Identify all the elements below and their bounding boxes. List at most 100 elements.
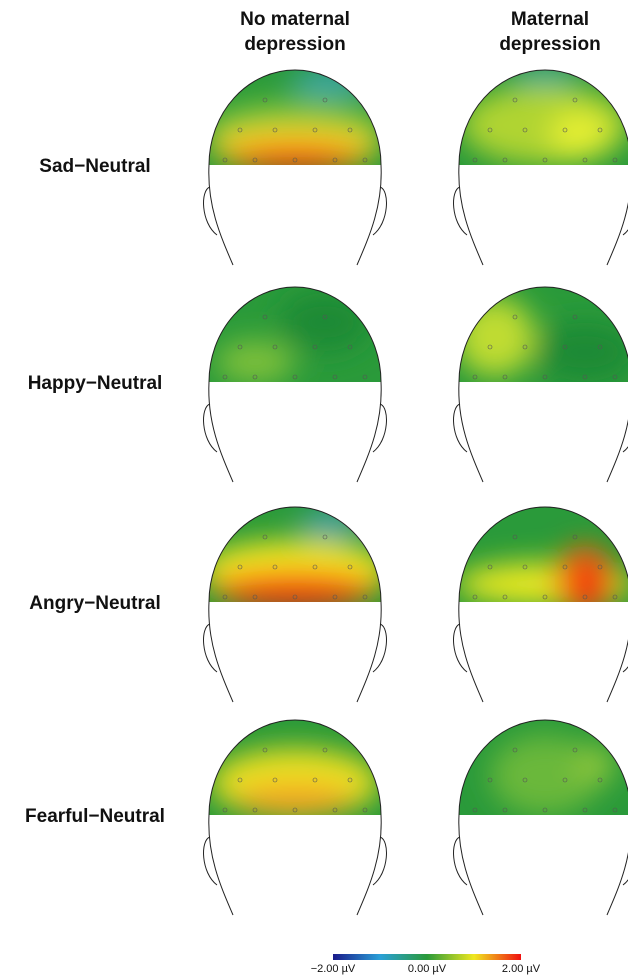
head-outline [458, 69, 628, 166]
electrode [347, 777, 353, 783]
ear-outline [622, 446, 628, 453]
electrode [322, 97, 328, 103]
electrode [272, 777, 278, 783]
electrode [582, 374, 588, 380]
electrode [237, 564, 243, 570]
ear-outline [203, 186, 218, 236]
row-label: Happy−Neutral [28, 373, 163, 394]
row-label: Sad−Neutral [39, 156, 150, 177]
electrode [487, 127, 493, 133]
electrode [252, 594, 258, 600]
electrode [322, 314, 328, 320]
electrode [472, 807, 478, 813]
topomap-blobs [215, 292, 370, 382]
electrode [562, 127, 568, 133]
head-outline [208, 719, 382, 816]
electrode [562, 777, 568, 783]
electrode [332, 157, 338, 163]
electrode [487, 777, 493, 783]
electrode [582, 807, 588, 813]
electrode [292, 157, 298, 163]
neck-outline [208, 164, 234, 266]
topomap [209, 720, 381, 815]
topomap [459, 720, 628, 815]
neck-outline [356, 601, 382, 703]
electrode [262, 534, 268, 540]
electrode [597, 777, 603, 783]
electrode [312, 127, 318, 133]
electrode [612, 594, 618, 600]
electrode [262, 97, 268, 103]
electrode [262, 314, 268, 320]
electrode [542, 807, 548, 813]
neck-outline [208, 814, 234, 916]
color-region [290, 70, 370, 97]
electrode [512, 314, 518, 320]
electrode [322, 747, 328, 753]
head-outline [458, 286, 628, 383]
ear-outline [372, 623, 387, 673]
color-region [459, 297, 535, 377]
electrode [237, 344, 243, 350]
topomap [459, 507, 628, 602]
electrode [522, 127, 528, 133]
topomap-blobs [459, 545, 628, 602]
electrode [612, 807, 618, 813]
electrode [562, 344, 568, 350]
electrode [522, 777, 528, 783]
ear-outline [622, 879, 628, 886]
head-outline [208, 286, 382, 383]
topomap-blobs [210, 748, 380, 815]
topomap-blobs [460, 70, 628, 165]
electrode [502, 807, 508, 813]
electrode [572, 97, 578, 103]
neck-outline [458, 381, 484, 483]
topomap [209, 507, 381, 602]
neck-outline [208, 601, 234, 703]
colorbar [333, 954, 521, 960]
electrode [542, 157, 548, 163]
electrode [347, 127, 353, 133]
electrode [597, 344, 603, 350]
column-header: Maternal [511, 9, 589, 30]
electrode [272, 127, 278, 133]
electrode [597, 127, 603, 133]
electrode [237, 127, 243, 133]
column-header: depression [244, 34, 345, 55]
electrode [612, 157, 618, 163]
color-region [575, 567, 605, 602]
ear-outline [203, 836, 218, 886]
electrode [572, 314, 578, 320]
ear-outline [453, 186, 468, 236]
electrode [487, 344, 493, 350]
electrode [292, 594, 298, 600]
electrode [362, 594, 368, 600]
column-header: depression [499, 34, 600, 55]
electrode [252, 807, 258, 813]
electrode [612, 374, 618, 380]
color-region [490, 735, 600, 815]
ear-outline [453, 836, 468, 886]
electrode [332, 594, 338, 600]
neck-outline [208, 381, 234, 483]
electrode [222, 157, 228, 163]
ear-outline [622, 666, 628, 673]
electrode [582, 157, 588, 163]
electrode [252, 374, 258, 380]
electrode [572, 747, 578, 753]
electrode [512, 747, 518, 753]
ear-outline [372, 403, 387, 453]
electrode [502, 594, 508, 600]
electrode [237, 777, 243, 783]
color-region [300, 510, 360, 538]
electrode [222, 374, 228, 380]
color-region [225, 585, 365, 602]
topomap-blobs [209, 70, 381, 165]
electrode [472, 594, 478, 600]
head-outline [458, 719, 628, 816]
neck-outline [606, 418, 628, 483]
ear-outline [203, 403, 218, 453]
neck-outline [356, 381, 382, 483]
electrode [312, 564, 318, 570]
